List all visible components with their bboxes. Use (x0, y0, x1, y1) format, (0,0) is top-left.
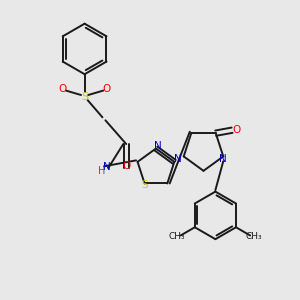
Text: N: N (154, 141, 161, 151)
Text: CH₃: CH₃ (245, 232, 262, 242)
Text: S: S (81, 92, 88, 101)
Text: O: O (122, 161, 130, 171)
Text: N: N (174, 154, 182, 164)
Text: S: S (141, 180, 148, 190)
Text: H: H (98, 166, 106, 176)
Text: O: O (58, 84, 66, 94)
Text: O: O (103, 84, 111, 94)
Text: O: O (232, 125, 241, 135)
Text: N: N (219, 154, 227, 164)
Text: N: N (103, 162, 111, 172)
Text: CH₃: CH₃ (169, 232, 185, 242)
